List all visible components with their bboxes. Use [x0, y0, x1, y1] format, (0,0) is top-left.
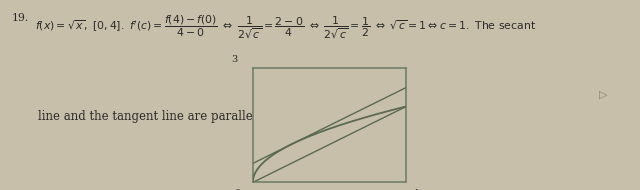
Text: $f(x)=\sqrt{x},\ [0,4].\ f'(c)=\dfrac{f(4)-f(0)}{4-0}$$\ \Leftrightarrow\ \dfrac: $f(x)=\sqrt{x},\ [0,4].\ f'(c)=\dfrac{f(… [35, 13, 536, 40]
Text: 3: 3 [231, 55, 237, 64]
Text: $\triangleright$: $\triangleright$ [598, 89, 609, 101]
Text: 0: 0 [234, 189, 241, 190]
Text: line and the tangent line are parallel.: line and the tangent line are parallel. [38, 110, 260, 123]
Text: 19.: 19. [12, 13, 29, 23]
Text: 4: 4 [413, 189, 419, 190]
